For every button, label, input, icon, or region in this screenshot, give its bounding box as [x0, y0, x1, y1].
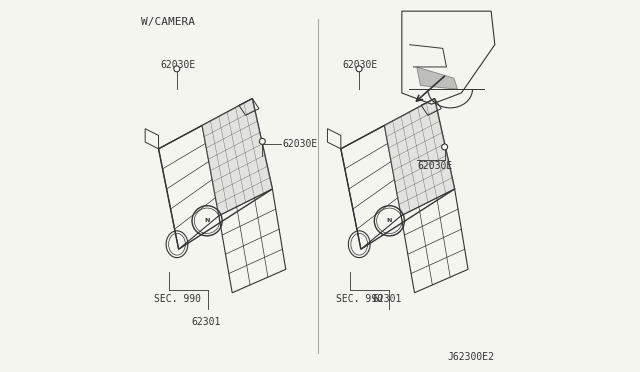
Circle shape — [174, 66, 180, 72]
Circle shape — [259, 138, 266, 144]
Text: 62030E: 62030E — [160, 60, 195, 70]
Circle shape — [442, 144, 447, 150]
Text: SEC. 990: SEC. 990 — [154, 295, 202, 304]
Text: N: N — [204, 218, 210, 223]
Text: 62030E: 62030E — [417, 161, 452, 170]
Text: N: N — [387, 218, 392, 223]
Text: 62030E: 62030E — [342, 60, 378, 70]
Polygon shape — [385, 99, 454, 216]
Polygon shape — [417, 67, 458, 89]
Text: W/CAMERA: W/CAMERA — [141, 17, 195, 27]
Text: 62030E: 62030E — [282, 140, 317, 149]
Text: SEC. 990: SEC. 990 — [335, 295, 383, 304]
Text: J62300E2: J62300E2 — [448, 352, 495, 362]
Polygon shape — [202, 99, 273, 216]
Circle shape — [356, 66, 362, 72]
Text: 62301: 62301 — [372, 295, 401, 304]
Text: 62301: 62301 — [191, 317, 221, 327]
